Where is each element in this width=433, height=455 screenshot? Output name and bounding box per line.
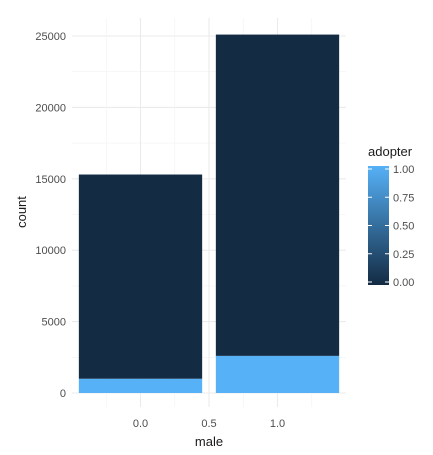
x-tick-label: 1.0 <box>270 418 285 430</box>
bar-segment-adopter-0 <box>78 174 203 379</box>
x-tick-label: 0.0 <box>133 418 148 430</box>
x-tick-label: 0.5 <box>201 418 216 430</box>
legend: adopter 1.00 0.75 0.50 0.25 0.00 <box>368 144 414 289</box>
bars <box>78 34 340 393</box>
y-tick-label: 0 <box>60 388 66 400</box>
y-tick-label: 25000 <box>35 31 66 43</box>
y-tick-label: 15000 <box>35 174 66 186</box>
legend-label: 0.50 <box>393 221 414 233</box>
legend-label: 0.75 <box>393 192 414 204</box>
bar-segment-adopter-1 <box>215 355 340 393</box>
y-tick-label: 5000 <box>42 317 66 329</box>
legend-label: 0.00 <box>393 277 414 289</box>
y-tick-label: 20000 <box>35 102 66 114</box>
y-axis-ticks: 0 5000 10000 15000 20000 25000 <box>35 31 66 400</box>
bar-segment-adopter-1 <box>78 378 203 393</box>
legend-label: 0.25 <box>393 249 414 261</box>
bar-segment-adopter-0 <box>215 34 340 356</box>
y-axis-title: count <box>14 196 29 228</box>
x-axis-ticks: 0.0 0.5 1.0 <box>133 418 285 430</box>
legend-colorbar <box>368 166 389 285</box>
x-axis-title: male <box>195 434 223 449</box>
y-tick-label: 10000 <box>35 245 66 257</box>
legend-label: 1.00 <box>393 164 414 176</box>
legend-title: adopter <box>368 144 413 159</box>
